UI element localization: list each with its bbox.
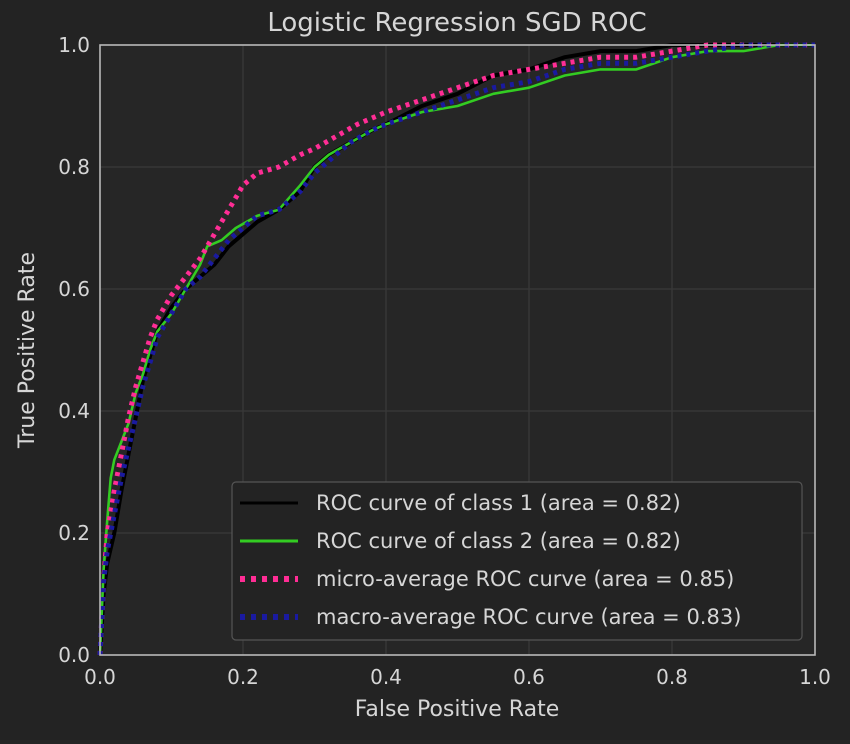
legend-label: macro-average ROC curve (area = 0.83) <box>316 605 741 629</box>
grid <box>99 44 816 656</box>
y-tick-label: 0.2 <box>58 521 90 545</box>
x-tick-label: 0.8 <box>656 665 688 689</box>
y-tick-label: 0.8 <box>58 155 90 179</box>
legend-label: ROC curve of class 1 (area = 0.82) <box>316 491 681 515</box>
x-tick-label: 1.0 <box>799 665 831 689</box>
legend: ROC curve of class 1 (area = 0.82) ROC cu… <box>231 481 803 641</box>
series-layer <box>97 42 815 656</box>
y-tick-label: 1.0 <box>58 33 90 57</box>
legend-label: ROC curve of class 2 (area = 0.82) <box>316 529 681 553</box>
x-axis-label: False Positive Rate <box>355 697 559 722</box>
x-tick-label: 0.4 <box>370 665 402 689</box>
legend-label: micro-average ROC curve (area = 0.85) <box>316 567 734 591</box>
x-tick-label: 0.2 <box>227 665 259 689</box>
micro-average-roc-curve-line <box>97 42 815 656</box>
chart-title: Logistic Regression SGD ROC <box>267 8 646 38</box>
y-tick-label: 0.6 <box>58 277 90 301</box>
legend-box <box>231 481 803 641</box>
tick-labels: 0.0 0.2 0.4 0.6 0.8 1.0 0.0 0.2 0.4 0.6 0.8 1.0 <box>58 33 831 689</box>
plot-border <box>99 44 816 656</box>
macro-average-roc-curve-line <box>97 42 815 656</box>
y-tick-label: 0.0 <box>58 643 90 667</box>
x-tick-label: 0.0 <box>84 665 116 689</box>
y-axis-label: True Positive Rate <box>15 252 40 449</box>
x-tick-label: 0.6 <box>513 665 545 689</box>
y-tick-label: 0.4 <box>58 399 90 423</box>
